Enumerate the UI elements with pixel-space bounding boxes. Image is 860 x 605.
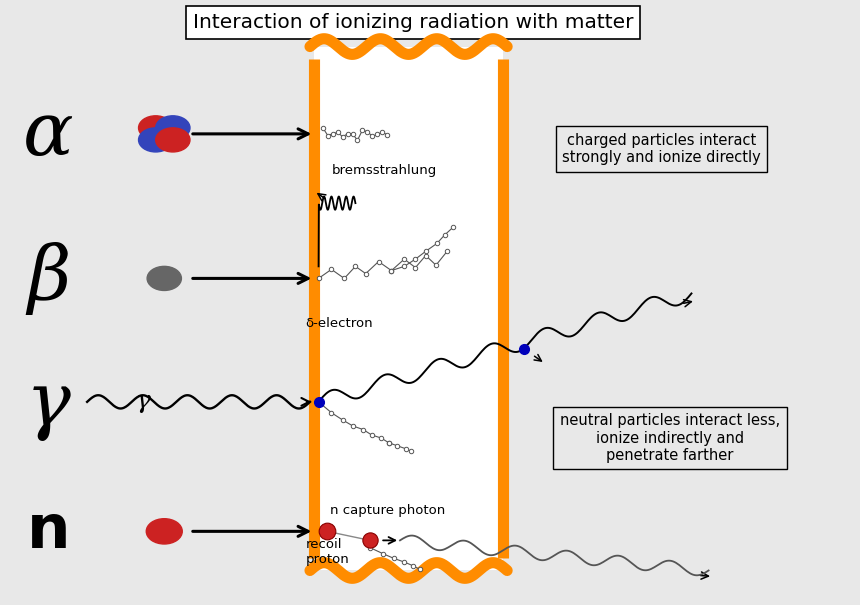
Circle shape <box>156 116 190 140</box>
Text: δ-electron: δ-electron <box>305 317 373 330</box>
Circle shape <box>146 518 182 544</box>
Text: Interaction of ionizing radiation with matter: Interaction of ionizing radiation with m… <box>193 13 633 32</box>
Circle shape <box>147 266 181 290</box>
Text: n: n <box>27 502 71 561</box>
Text: charged particles interact
strongly and ionize directly: charged particles interact strongly and … <box>562 132 761 165</box>
Text: bremsstrahlung: bremsstrahlung <box>331 163 437 177</box>
Circle shape <box>138 128 173 152</box>
Circle shape <box>138 116 173 140</box>
Text: α: α <box>23 97 74 170</box>
Text: neutral particles interact less,
ionize indirectly and
penetrate farther: neutral particles interact less, ionize … <box>560 413 780 463</box>
Text: γ: γ <box>135 390 150 413</box>
Circle shape <box>156 128 190 152</box>
Text: n capture photon: n capture photon <box>329 504 445 517</box>
FancyBboxPatch shape <box>314 47 503 571</box>
Text: γ: γ <box>26 368 71 441</box>
Text: β: β <box>27 242 71 315</box>
Text: recoil
proton: recoil proton <box>305 538 349 566</box>
